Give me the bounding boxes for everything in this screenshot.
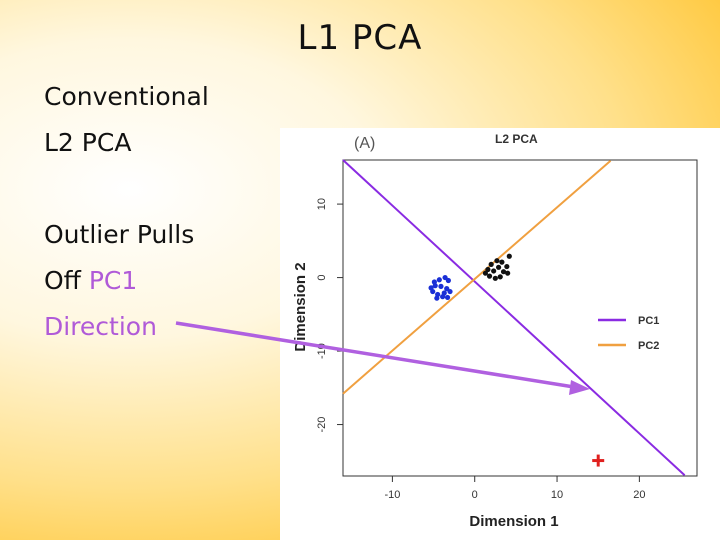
y-axis-label: Dimension 2: [292, 262, 309, 351]
data-point-series-2: [482, 270, 489, 276]
y-tick-label: -20: [316, 417, 328, 433]
x-tick-label: 0: [472, 489, 478, 501]
x-tick-label: 20: [633, 489, 645, 501]
y-tick-label: 0: [316, 275, 328, 281]
line-pc1: [342, 159, 686, 477]
data-point-series-2: [506, 253, 512, 259]
text-line-5: Direction: [44, 312, 157, 341]
text-line-1: Conventional: [44, 82, 209, 111]
data-point-series-2: [485, 266, 491, 273]
data-point-series-1: [428, 285, 434, 291]
bullet-text: Conventional L2 PCA Outlier Pulls Off PC…: [44, 74, 209, 350]
plot-frame: [342, 159, 698, 477]
data-point-series-2: [491, 268, 497, 274]
data-point-series-2: [500, 269, 507, 275]
text-line-3: Outlier Pulls: [44, 220, 195, 249]
data-point-series-2: [497, 274, 503, 280]
data-point-series-1: [445, 277, 451, 284]
text-line-4: Off PC1: [44, 258, 209, 304]
arrow-head: [569, 380, 590, 395]
arrow-line: [175, 321, 575, 389]
slide-title: L1 PCA: [297, 18, 423, 58]
pc1-highlight: PC1: [88, 266, 138, 295]
data-point-series-1: [436, 277, 442, 283]
data-point-series-2: [504, 263, 510, 270]
legend-label-pc1: PC1: [638, 315, 659, 327]
text-line-4-prefix: Off: [44, 266, 89, 295]
text-line-2: L2 PCA: [44, 128, 132, 157]
x-tick-label: -10: [384, 489, 400, 501]
data-point-series-1: [447, 288, 453, 295]
chart-title: L2 PCA: [495, 132, 538, 146]
data-point-series-1: [441, 290, 447, 296]
data-point-series-2: [492, 275, 498, 281]
x-tick-label: 10: [551, 489, 563, 501]
data-point-series-2: [494, 258, 500, 264]
data-point-series-2: [486, 273, 493, 279]
y-tick-label: 10: [316, 198, 328, 210]
data-point-series-1: [434, 295, 440, 301]
plot-panel: [280, 128, 720, 540]
line-pc2: [342, 159, 612, 395]
data-point-series-1: [431, 279, 437, 285]
data-point-series-1: [444, 294, 451, 301]
data-point-series-2: [505, 270, 511, 276]
legend-label-pc2: PC2: [638, 340, 659, 352]
data-point-series-2: [499, 259, 505, 265]
panel-label: (A): [354, 135, 375, 152]
data-point-series-2: [495, 264, 502, 270]
data-point-series-1: [438, 283, 444, 289]
data-point-series-2: [488, 261, 494, 267]
x-axis-label: Dimension 1: [469, 513, 558, 530]
